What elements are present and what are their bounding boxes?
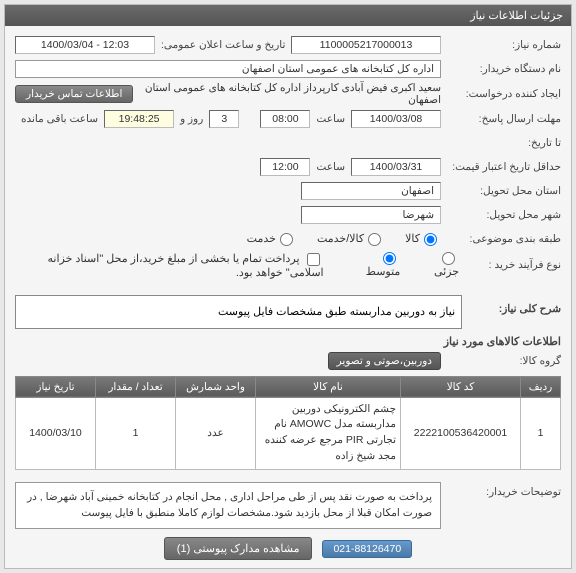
general-desc-input[interactable] bbox=[15, 295, 462, 329]
price-date: 1400/03/31 bbox=[351, 158, 441, 176]
row-buyer-org: نام دستگاه خریدار: اداره کل کتابخانه های… bbox=[15, 58, 561, 80]
row-delivery-state: استان محل تحویل: اصفهان bbox=[15, 180, 561, 202]
opt-low-radio[interactable] bbox=[442, 252, 455, 265]
need-details-panel: جزئیات اطلاعات نیاز شماره نیاز: 11000052… bbox=[4, 4, 572, 569]
panel-title: جزئیات اطلاعات نیاز bbox=[5, 5, 571, 26]
td-date: 1400/03/10 bbox=[16, 397, 96, 469]
response-deadline-label: مهلت ارسال پاسخ: bbox=[441, 113, 561, 125]
opt-goods-service-radio[interactable] bbox=[368, 233, 381, 246]
th-unit: واحد شمارش bbox=[176, 376, 256, 397]
td-qty: 1 bbox=[96, 397, 176, 469]
response-date: 1400/03/08 bbox=[351, 110, 441, 128]
announce-label: تاریخ و ساعت اعلان عمومی: bbox=[155, 39, 285, 51]
panel-body: شماره نیاز: 1100005217000013 تاریخ و ساع… bbox=[5, 26, 571, 568]
row-response-deadline: مهلت ارسال پاسخ: 1400/03/08 ساعت 08:00 3… bbox=[15, 108, 561, 130]
need-no-value: 1100005217000013 bbox=[291, 36, 441, 54]
until-date-label: تا تاریخ: bbox=[441, 137, 561, 149]
time-label-1: ساعت bbox=[310, 113, 351, 125]
contact-buyer-button[interactable]: اطلاعات تماس خریدار bbox=[15, 85, 133, 103]
td-code: 2222100536420001 bbox=[401, 397, 521, 469]
row-need-number: شماره نیاز: 1100005217000013 تاریخ و ساع… bbox=[15, 34, 561, 56]
price-validity-label: حداقل تاریخ اعتبار قیمت: bbox=[441, 161, 561, 173]
creator-value: سعید اکبری فیض آبادی کارپرداز اداره کل ک… bbox=[133, 82, 441, 106]
row-delivery-city: شهر محل تحویل: شهرضا bbox=[15, 204, 561, 226]
countdown: 19:48:25 bbox=[104, 110, 174, 128]
items-section-label: اطلاعات کالاهای مورد نیاز bbox=[15, 335, 561, 348]
opt-goods-radio[interactable] bbox=[424, 233, 437, 246]
delivery-state-value: اصفهان bbox=[301, 182, 441, 200]
row-bundle: طبقه بندی موضوعی: کالا کالا/خدمت خدمت bbox=[15, 228, 561, 250]
process-label: نوع فرآیند خرید : bbox=[459, 259, 561, 271]
td-unit: عدد bbox=[176, 397, 256, 469]
th-row: ردیف bbox=[521, 376, 561, 397]
th-date: تاریخ نیاز bbox=[16, 376, 96, 397]
bundle-label: طبقه بندی موضوعی: bbox=[441, 233, 561, 245]
creator-label: ایجاد کننده درخواست: bbox=[441, 88, 561, 100]
buyer-desc-label: توضیحات خریدار: bbox=[441, 480, 561, 498]
need-no-label: شماره نیاز: bbox=[441, 39, 561, 51]
time-label-2: ساعت bbox=[310, 161, 351, 173]
phone-pill: 021-88126470 bbox=[322, 540, 412, 558]
announce-value: 1400/03/04 - 12:03 bbox=[15, 36, 155, 54]
row-process: نوع فرآیند خرید : جزئی متوسط پرداخت تمام… bbox=[15, 252, 561, 279]
opt-low-label[interactable]: جزئی bbox=[420, 252, 459, 278]
opt-goods-service-label[interactable]: کالا/خدمت bbox=[317, 232, 385, 246]
opt-mid-radio[interactable] bbox=[383, 252, 396, 265]
th-qty: تعداد / مقدار bbox=[96, 376, 176, 397]
td-name: چشم الکترونیکی دوربین مداربسته مدل AMOWC… bbox=[256, 397, 401, 469]
row-buyer-desc: توضیحات خریدار: پرداخت به صورت نقد پس از… bbox=[15, 480, 561, 530]
delivery-state-label: استان محل تحویل: bbox=[441, 185, 561, 197]
opt-mid-label[interactable]: متوسط bbox=[354, 252, 401, 278]
opt-service-radio[interactable] bbox=[280, 233, 293, 246]
th-name: نام کالا bbox=[256, 376, 401, 397]
buyer-org-value: اداره کل کتابخانه های عمومی استان اصفهان bbox=[15, 60, 441, 78]
payment-note-wrap: پرداخت تمام یا بخشی از مبلغ خرید،از محل … bbox=[15, 252, 324, 279]
buyer-org-label: نام دستگاه خریدار: bbox=[441, 63, 561, 75]
table-row: 1 2222100536420001 چشم الکترونیکی دوربین… bbox=[16, 397, 561, 469]
opt-goods-label[interactable]: کالا bbox=[405, 232, 441, 246]
delivery-city-label: شهر محل تحویل: bbox=[441, 209, 561, 221]
row-creator: ایجاد کننده درخواست: سعید اکبری فیض آباد… bbox=[15, 82, 561, 106]
table-header-row: ردیف کد کالا نام کالا واحد شمارش تعداد /… bbox=[16, 376, 561, 397]
group-badge: دوربین،صوتی و تصویر bbox=[328, 352, 441, 370]
response-time: 08:00 bbox=[260, 110, 310, 128]
buyer-desc-box: پرداخت به صورت نقد پس از طی مراحل اداری … bbox=[15, 482, 441, 530]
row-price-validity: حداقل تاریخ اعتبار قیمت: 1400/03/31 ساعت… bbox=[15, 156, 561, 178]
group-label: گروه کالا: bbox=[441, 355, 561, 367]
row-group: گروه کالا: دوربین،صوتی و تصویر bbox=[15, 350, 561, 372]
opt-service-label[interactable]: خدمت bbox=[247, 232, 297, 246]
days-left: 3 bbox=[209, 110, 239, 128]
general-desc-label: شرح کلی نیاز: bbox=[462, 295, 561, 315]
delivery-city-value: شهرضا bbox=[301, 206, 441, 224]
payment-note: پرداخت تمام یا بخشی از مبلغ خرید،از محل … bbox=[48, 253, 324, 279]
items-table: ردیف کد کالا نام کالا واحد شمارش تعداد /… bbox=[15, 376, 561, 470]
remain-label: ساعت باقی مانده bbox=[15, 113, 104, 125]
row-until-date: تا تاریخ: bbox=[15, 132, 561, 154]
days-label: روز و bbox=[174, 113, 209, 125]
price-time: 12:00 bbox=[260, 158, 310, 176]
row-general-desc: شرح کلی نیاز: bbox=[15, 295, 561, 329]
treasury-checkbox[interactable] bbox=[307, 253, 320, 266]
td-idx: 1 bbox=[521, 397, 561, 469]
th-code: کد کالا bbox=[401, 376, 521, 397]
